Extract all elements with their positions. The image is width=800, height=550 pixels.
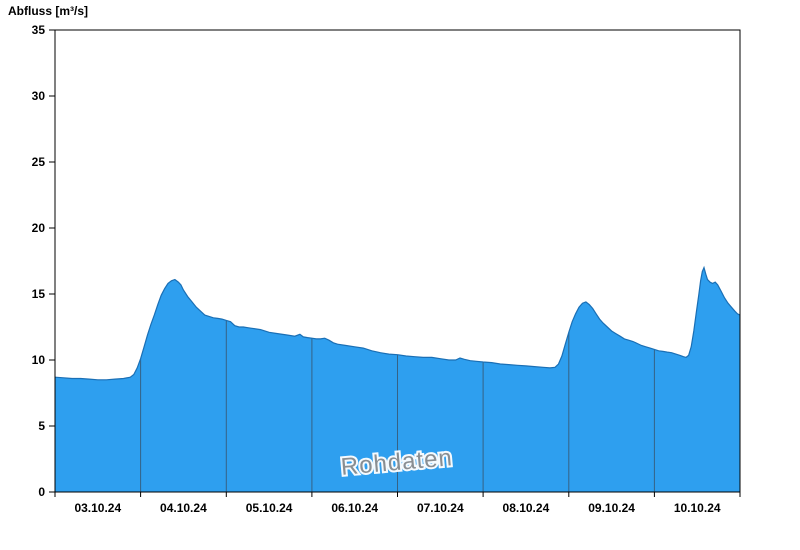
discharge-outline xyxy=(54,265,741,381)
y-tick-label: 5 xyxy=(38,419,45,433)
x-tick-label: 07.10.24 xyxy=(417,501,464,515)
x-tick-label: 05.10.24 xyxy=(246,501,293,515)
y-tick-label: 20 xyxy=(32,221,46,235)
y-tick-label: 25 xyxy=(32,155,46,169)
x-tick-label: 06.10.24 xyxy=(331,501,378,515)
x-tick-label: 09.10.24 xyxy=(588,501,635,515)
y-tick-label: 10 xyxy=(32,353,46,367)
y-tick-label: 15 xyxy=(32,287,46,301)
y-axis-title: Abfluss [m³/s] xyxy=(8,4,89,18)
y-tick-label: 35 xyxy=(32,23,46,37)
y-tick-label: 30 xyxy=(32,89,46,103)
x-tick-label: 08.10.24 xyxy=(503,501,550,515)
x-tick-label: 10.10.24 xyxy=(674,501,721,515)
x-axis: 03.10.24 04.10.24 05.10.24 06.10.24 07.10.24… xyxy=(54,492,741,515)
y-axis: 0 5 10 15 20 25 30 35 xyxy=(32,23,55,499)
x-tick-label: 04.10.24 xyxy=(160,501,207,515)
x-tick-label: 03.10.24 xyxy=(74,501,121,515)
day-separator-lines xyxy=(140,267,655,492)
y-tick-label: 0 xyxy=(38,485,45,499)
